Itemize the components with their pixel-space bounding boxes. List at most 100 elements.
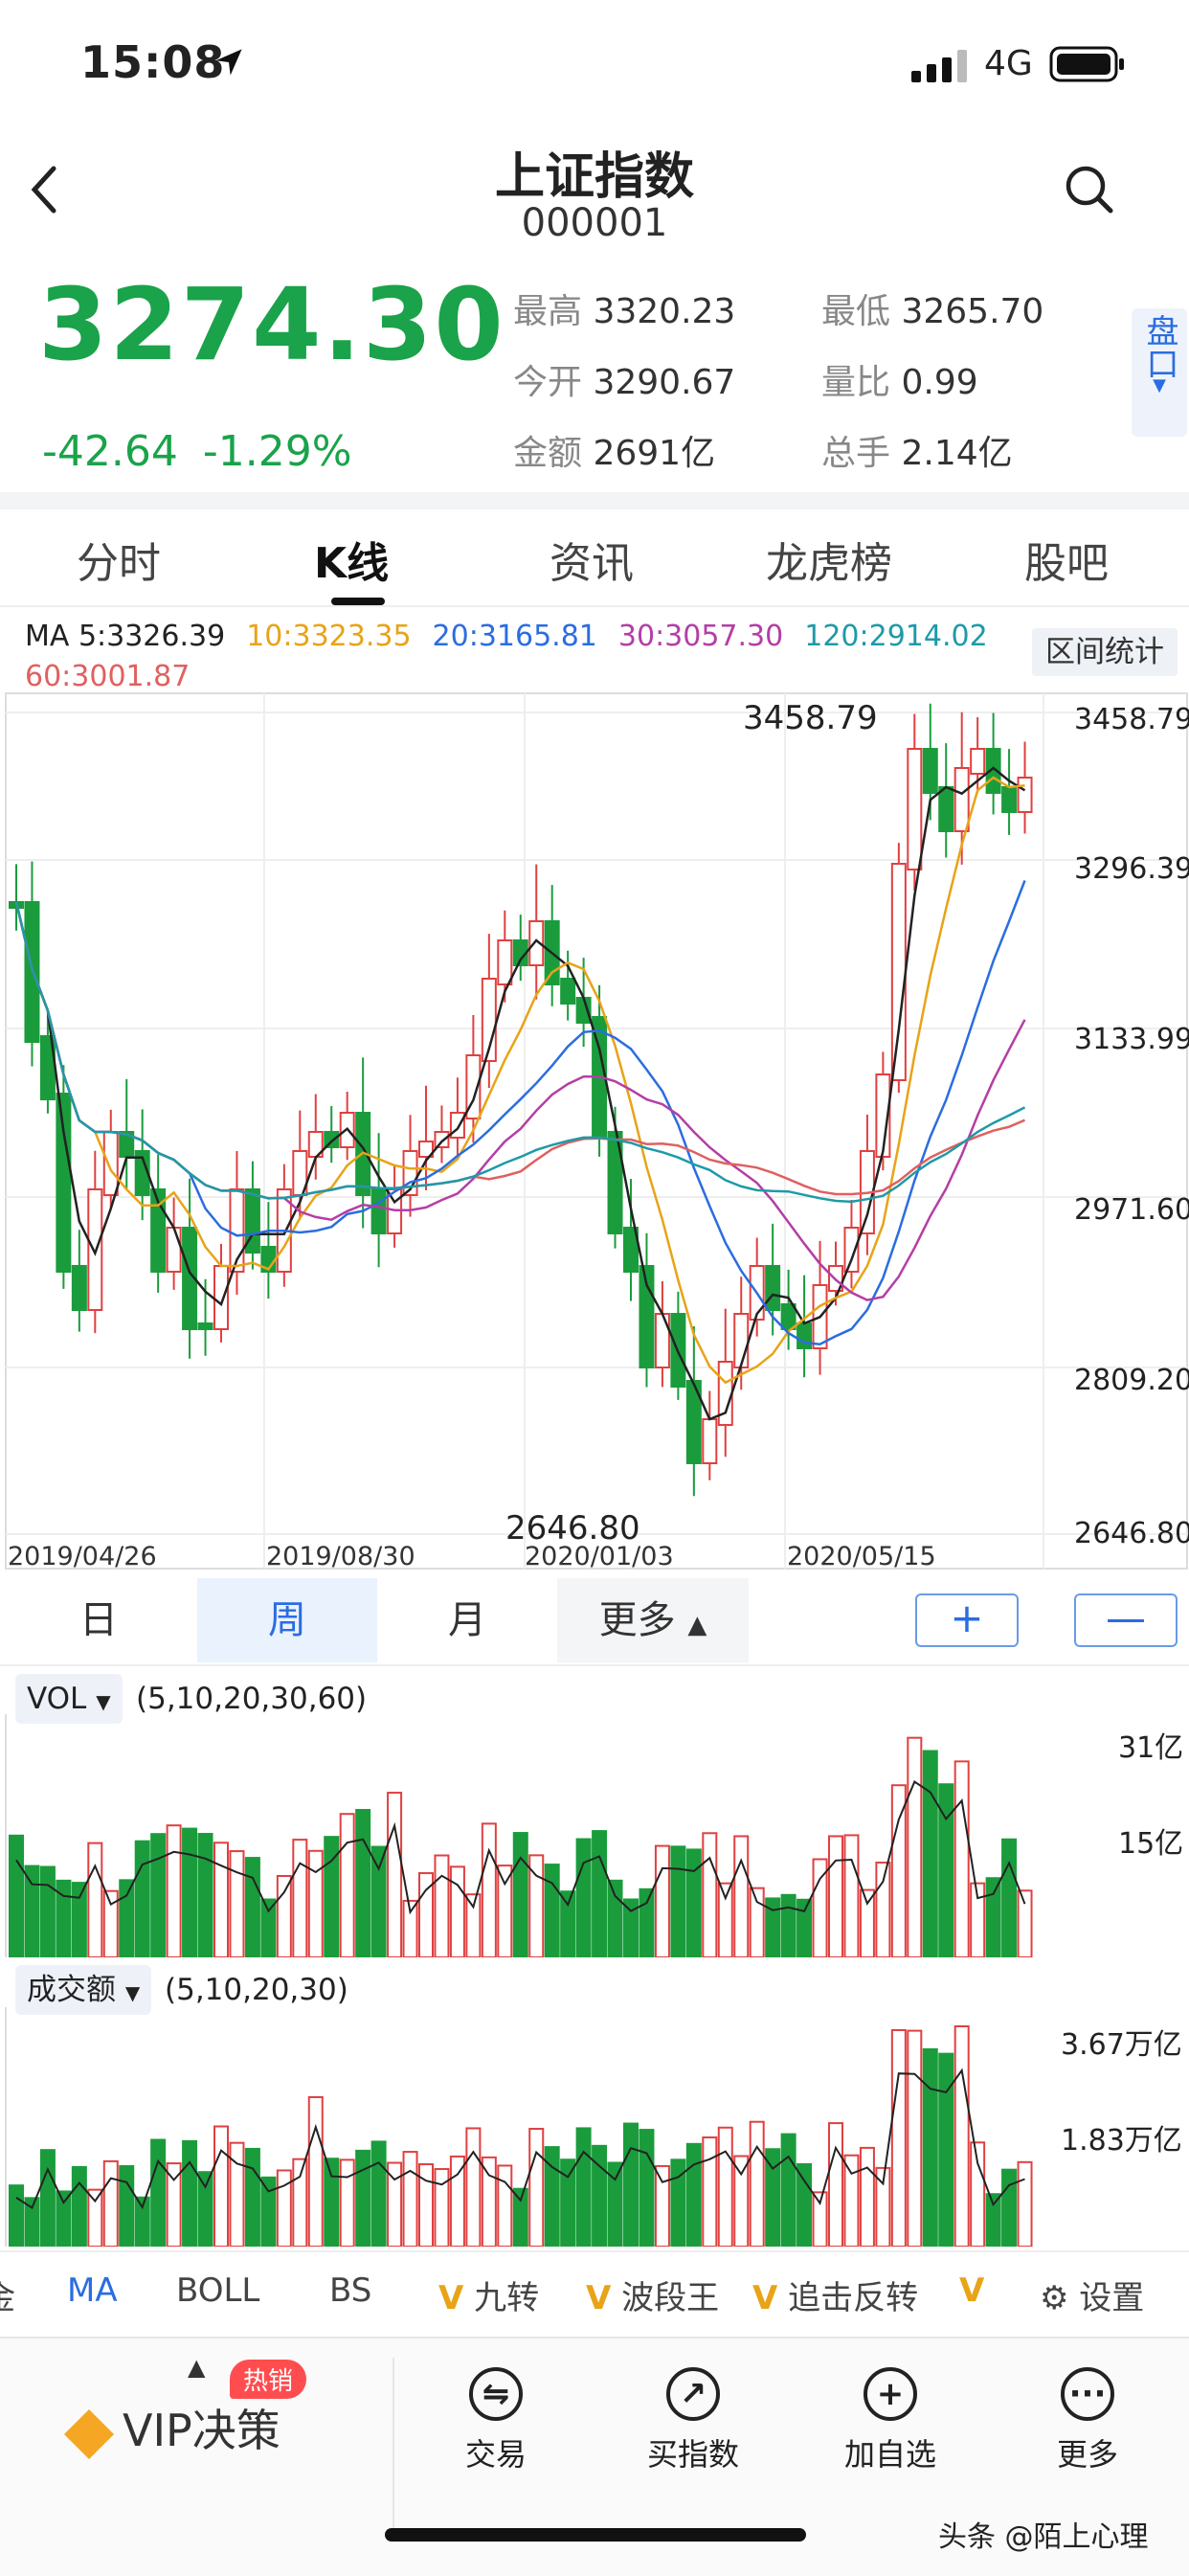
candle [56, 1093, 72, 1273]
amt-y-label-2: 1.83万亿 [1061, 2124, 1182, 2158]
x-label-4: 2020/05/15 [787, 1542, 936, 1571]
volume-bar [922, 2047, 938, 2247]
volume-bar [843, 2154, 860, 2247]
stock-code: 000001 [521, 201, 668, 245]
volume-bar [449, 2155, 465, 2247]
tab-dragon-tiger[interactable]: 龙虎榜 [766, 539, 892, 588]
vip-decision-button[interactable]: VIP决策 [63, 2396, 280, 2459]
candle [654, 1313, 670, 1368]
ma-legend-item: 10:3323.35 [246, 620, 412, 653]
candle [1017, 777, 1033, 813]
y-label-4: 2971.60 [1074, 1193, 1189, 1227]
stat-amount: 金额 2691亿 [513, 434, 716, 473]
volume-bar [749, 2120, 765, 2247]
search-icon[interactable] [1063, 163, 1116, 216]
volume-bar [229, 1850, 245, 1957]
buy-index-button[interactable]: ↗ 买指数 [607, 2367, 779, 2474]
volume-bar [938, 2052, 954, 2247]
volume-bar [276, 1874, 292, 1957]
volume-bar [970, 1882, 986, 1957]
volume-bar [639, 2129, 655, 2247]
candle [907, 748, 923, 870]
watermark: 头条 @陌上心理 [938, 2520, 1149, 2554]
indicator-boduanwang[interactable]: V 波段王 [586, 2279, 720, 2317]
pankou-button[interactable]: 盘口 ▼ [1132, 308, 1187, 437]
volume-bar [355, 2149, 371, 2247]
vol-params: (5,10,20,30,60) [136, 1682, 368, 1716]
indicator-jiuzhuan[interactable]: V 九转 [438, 2279, 540, 2317]
candle [166, 1227, 182, 1273]
candle [560, 978, 576, 1005]
hot-badge: 热销 [230, 2360, 307, 2399]
volume-bar [1001, 2168, 1018, 2247]
page-title: 上证指数 [494, 148, 694, 206]
volume-bar [465, 1893, 482, 1957]
period-more[interactable]: 更多 ▲ [557, 1578, 749, 1662]
trade-button[interactable]: ⇋ 交易 [410, 2367, 582, 2474]
volume-bar [733, 2155, 750, 2247]
volume-bar [575, 2127, 592, 2247]
high-marker-label: 3458.79 [743, 699, 878, 737]
volume-bar [953, 2025, 970, 2247]
period-month[interactable]: 月 [448, 1598, 486, 1642]
volume-bar [244, 1857, 260, 1957]
zoom-in-button[interactable]: + [915, 1593, 1019, 1647]
candle [765, 1265, 781, 1311]
volume-bar [985, 2193, 1001, 2247]
candle [938, 786, 954, 832]
back-icon[interactable] [25, 161, 63, 218]
add-watchlist-button[interactable]: + 加自选 [804, 2367, 976, 2474]
candle [197, 1322, 213, 1330]
volume-bar [119, 1879, 135, 1957]
amount-params: (5,10,20,30) [165, 1973, 348, 2007]
tab-forum[interactable]: 股吧 [1024, 539, 1109, 588]
volume-bar [560, 1890, 576, 1957]
candle [985, 748, 1001, 794]
volume-bar [828, 2122, 843, 2247]
volume-bar [370, 2140, 387, 2247]
volume-bar [907, 1736, 923, 1957]
tab-news[interactable]: 资讯 [550, 539, 634, 588]
tab-timeshare[interactable]: 分时 [77, 539, 161, 588]
indicator-boll[interactable]: BOLL [176, 2271, 260, 2310]
current-price: 3274.30 [38, 266, 505, 383]
volume-bar [780, 2133, 796, 2247]
candle [434, 1131, 450, 1148]
indicator-vip-partial[interactable]: V [959, 2271, 985, 2310]
period-day[interactable]: 日 [79, 1598, 118, 1642]
candle [71, 1265, 87, 1311]
vol-selector[interactable]: VOL ▼ [15, 1674, 123, 1724]
candle [182, 1227, 198, 1330]
volume-bar [434, 1854, 450, 1957]
indicator-zhuiji[interactable]: V 追击反转 [752, 2279, 919, 2317]
volume-bar [592, 1830, 608, 1957]
indicator-bs[interactable]: BS [329, 2271, 372, 2310]
y-label-5: 2809.20 [1074, 1364, 1189, 1397]
volume-bar [1017, 2160, 1033, 2247]
vol-y-label-2: 15亿 [1118, 1827, 1184, 1861]
volume-bar [970, 2141, 986, 2247]
kline-chart[interactable] [0, 691, 1189, 1572]
candle [213, 1265, 229, 1330]
settings-button[interactable]: ⚙ 设置 [1040, 2279, 1145, 2317]
candle [702, 1418, 718, 1464]
zoom-out-button[interactable]: — [1074, 1593, 1178, 1647]
volume-bar [465, 2127, 482, 2247]
amount-selector[interactable]: 成交额 ▼ [15, 1965, 152, 2015]
candle [953, 767, 970, 832]
range-stats-button[interactable]: 区间统计 [1032, 628, 1178, 676]
vol-ma-line [15, 2068, 1025, 2210]
volume-bar [24, 1864, 40, 1957]
volume-bar [890, 1784, 907, 1957]
volume-bar [87, 1842, 103, 1957]
volume-bar [166, 2162, 182, 2247]
indicator-partial[interactable]: 金 [0, 2271, 15, 2318]
volume-bar [560, 2158, 576, 2247]
caret-down-icon: ▼ [1153, 375, 1166, 395]
indicator-ma[interactable]: MA [67, 2271, 118, 2310]
tab-kline[interactable]: K线 [314, 539, 390, 588]
period-week[interactable]: 周 [197, 1578, 377, 1662]
volume-bar [702, 1832, 718, 1957]
more-button[interactable]: ··· 更多 [1001, 2367, 1174, 2474]
x-label-2: 2019/08/30 [266, 1542, 415, 1571]
